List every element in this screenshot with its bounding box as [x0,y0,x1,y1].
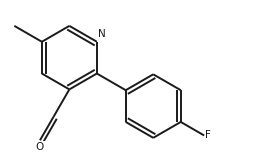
Text: O: O [35,142,43,152]
Text: N: N [98,29,106,39]
Text: F: F [205,130,211,140]
